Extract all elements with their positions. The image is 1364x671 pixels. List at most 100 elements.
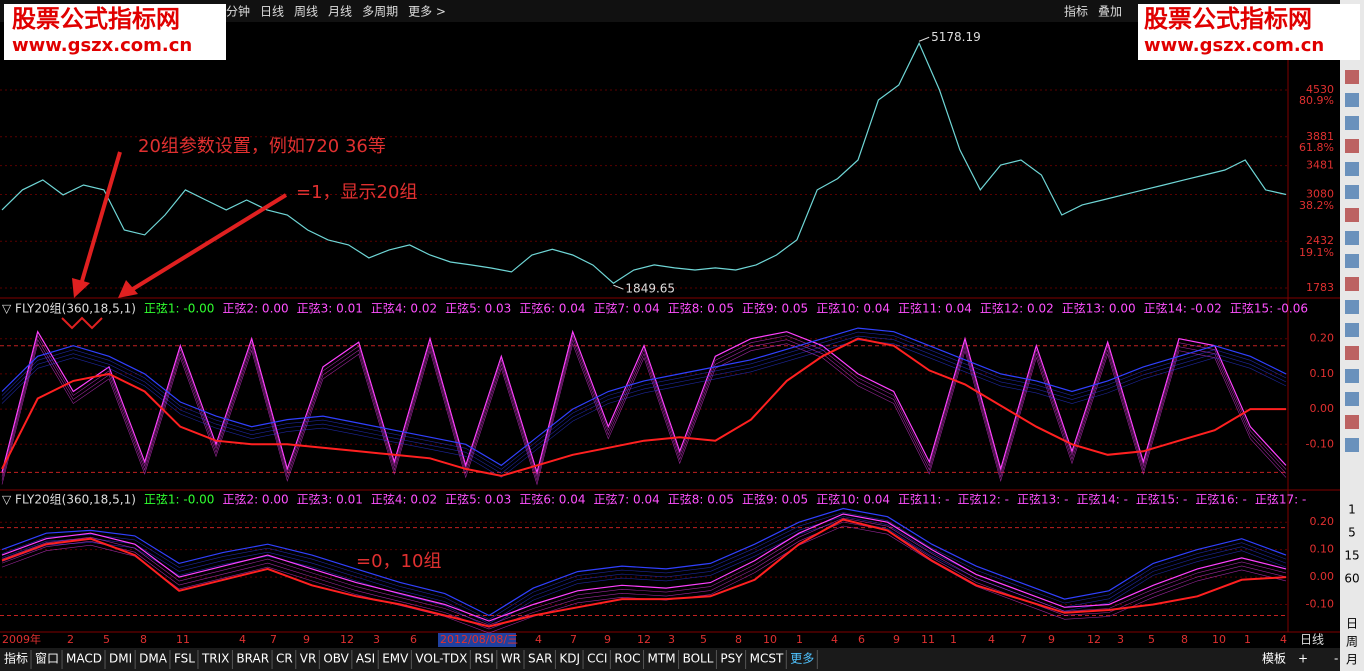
- y-tick-label: 0.10: [1310, 367, 1335, 380]
- data-line: [1, 41, 1287, 284]
- y-tick-label: 0.00: [1310, 570, 1335, 583]
- pane-legend-item: 正弦9: 0.05: [742, 301, 808, 316]
- tab[interactable]: MACD: [66, 652, 102, 666]
- tab[interactable]: BRAR: [236, 652, 269, 666]
- tab[interactable]: OBV: [323, 652, 349, 666]
- y-tick-label: 0.00: [1310, 402, 1335, 415]
- tab[interactable]: ROC: [614, 652, 640, 666]
- tab[interactable]: SAR: [528, 652, 552, 666]
- date-label: 1: [950, 633, 957, 646]
- date-highlight: [438, 633, 516, 647]
- date-label: 4: [1280, 633, 1287, 646]
- date-label: 6: [410, 633, 417, 646]
- tab[interactable]: +: [1298, 652, 1308, 666]
- pane-legend-item: 正弦10: 0.04: [816, 492, 890, 507]
- side-tab[interactable]: 日: [1346, 617, 1358, 631]
- tab[interactable]: VR: [300, 652, 317, 666]
- date-label: 3: [373, 633, 380, 646]
- side-icon[interactable]: [1345, 116, 1359, 130]
- pane-legend-item: 正弦3: 0.01: [297, 492, 363, 507]
- side-icon[interactable]: [1345, 277, 1359, 291]
- toolbar-item[interactable]: 叠加: [1098, 5, 1122, 19]
- tab[interactable]: PSY: [720, 652, 743, 666]
- side-icon[interactable]: [1345, 139, 1359, 153]
- toolbar-item[interactable]: 周线: [294, 5, 318, 19]
- toolbar-item[interactable]: 分钟: [226, 4, 250, 19]
- date-label: 4: [831, 633, 838, 646]
- toolbar-item[interactable]: 月线: [328, 5, 352, 19]
- tab[interactable]: MCST: [750, 652, 784, 666]
- tab[interactable]: CR: [276, 652, 293, 666]
- date-label: 9: [1048, 633, 1055, 646]
- date-label: 2009年: [2, 632, 41, 646]
- side-icon[interactable]: [1345, 254, 1359, 268]
- side-icon[interactable]: [1345, 208, 1359, 222]
- tab[interactable]: EMV: [382, 652, 409, 666]
- side-period[interactable]: 60: [1344, 572, 1359, 586]
- side-tab[interactable]: 周: [1346, 635, 1358, 649]
- side-period[interactable]: 1: [1348, 503, 1356, 517]
- toolbar-item[interactable]: 多周期: [362, 5, 398, 19]
- tab[interactable]: 模板: [1262, 652, 1286, 666]
- date-label: 12: [1087, 633, 1101, 646]
- tab[interactable]: BOLL: [683, 652, 714, 666]
- tab[interactable]: RSI: [474, 652, 494, 666]
- side-icon[interactable]: [1345, 93, 1359, 107]
- side-period[interactable]: 5: [1348, 526, 1356, 540]
- tab[interactable]: -: [1334, 652, 1338, 666]
- date-label: 10: [763, 633, 777, 646]
- toolbar-item[interactable]: 更多 >: [408, 5, 446, 19]
- side-icon[interactable]: [1345, 346, 1359, 360]
- tab[interactable]: 窗口: [35, 652, 59, 666]
- date-label: 7: [270, 633, 277, 646]
- pane-legend-item: 正弦8: 0.05: [668, 301, 734, 316]
- side-icon[interactable]: [1345, 231, 1359, 245]
- side-icon[interactable]: [1345, 162, 1359, 176]
- watermark-box: [1138, 4, 1360, 60]
- side-icon[interactable]: [1345, 415, 1359, 429]
- date-label: 11: [921, 633, 935, 646]
- side-period[interactable]: 15: [1344, 549, 1359, 563]
- pane-legend-item: 正弦17: -: [1255, 492, 1306, 507]
- watermark-title: 股票公式指标网: [12, 5, 180, 33]
- tab[interactable]: CCI: [587, 652, 607, 666]
- tab[interactable]: MTM: [648, 652, 676, 666]
- toolbar-item[interactable]: 指标: [1064, 4, 1088, 19]
- echo-line: [1, 520, 1287, 628]
- side-icon[interactable]: [1345, 369, 1359, 383]
- tab[interactable]: FSL: [174, 652, 195, 666]
- side-icon[interactable]: [1345, 185, 1359, 199]
- date-label: 9: [893, 633, 900, 646]
- tab[interactable]: VOL-TDX: [415, 652, 467, 666]
- tab[interactable]: KDJ: [559, 652, 580, 666]
- tab-bar: [0, 648, 1340, 671]
- extreme-label: 1849.65: [625, 282, 675, 296]
- pane-legend-item: 正弦1: -0.00: [144, 301, 215, 316]
- tab[interactable]: WR: [501, 652, 521, 666]
- data-line: [1, 329, 1287, 475]
- y-tick-label: 4530: [1306, 83, 1334, 96]
- date-label: 7: [570, 633, 577, 646]
- side-icon[interactable]: [1345, 438, 1359, 452]
- pane-legend-item: 正弦4: 0.02: [371, 492, 437, 507]
- side-icon[interactable]: [1345, 300, 1359, 314]
- date-label: 4: [239, 633, 246, 646]
- tab[interactable]: DMI: [109, 652, 132, 666]
- side-icon[interactable]: [1345, 70, 1359, 84]
- tab[interactable]: TRIX: [201, 652, 229, 666]
- side-tab[interactable]: 月: [1346, 653, 1358, 667]
- date-label: 11: [176, 633, 190, 646]
- side-icon[interactable]: [1345, 392, 1359, 406]
- tab[interactable]: 指标: [4, 651, 28, 666]
- y2-tick-label: 19.1%: [1299, 246, 1334, 259]
- pane-legend-item: 正弦1: -0.00: [144, 492, 215, 507]
- date-label: 12: [340, 633, 354, 646]
- toolbar-item[interactable]: 日线: [260, 5, 284, 19]
- tab[interactable]: DMA: [139, 652, 168, 666]
- tab[interactable]: 更多: [790, 652, 814, 666]
- side-icon[interactable]: [1345, 323, 1359, 337]
- data-line: [1, 327, 1287, 467]
- tab[interactable]: ASI: [356, 652, 375, 666]
- pane-legend-item: 正弦10: 0.04: [816, 301, 890, 316]
